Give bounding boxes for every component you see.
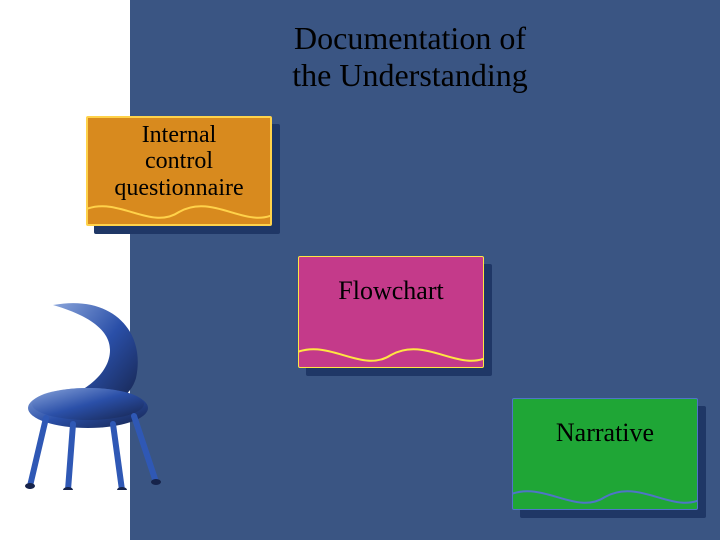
- box-flowchart: Flowchart: [298, 256, 492, 376]
- title-line-1: Documentation of: [294, 20, 526, 56]
- q-line3: questionnaire: [114, 175, 243, 201]
- box-questionnaire-label: Internal control questionnaire: [88, 122, 270, 201]
- box-flowchart-card: Flowchart: [298, 256, 484, 368]
- box-narrative: Narrative: [512, 398, 706, 518]
- slide-title: Documentation of the Understanding: [260, 20, 560, 94]
- box-flowchart-label: Flowchart: [299, 277, 483, 306]
- box-narrative-label: Narrative: [513, 419, 697, 448]
- q-line2: control: [145, 148, 213, 174]
- box-questionnaire: Internal control questionnaire: [86, 116, 280, 234]
- title-line-2: the Understanding: [292, 57, 528, 93]
- box-questionnaire-card: Internal control questionnaire: [86, 116, 272, 226]
- box-narrative-wave-icon: [512, 473, 698, 510]
- box-flowchart-wave-icon: [298, 331, 484, 368]
- chair-icon: [18, 300, 168, 490]
- q-line1: Internal: [142, 122, 217, 148]
- slide: Documentation of the Understanding Inter…: [0, 0, 720, 540]
- box-narrative-card: Narrative: [512, 398, 698, 510]
